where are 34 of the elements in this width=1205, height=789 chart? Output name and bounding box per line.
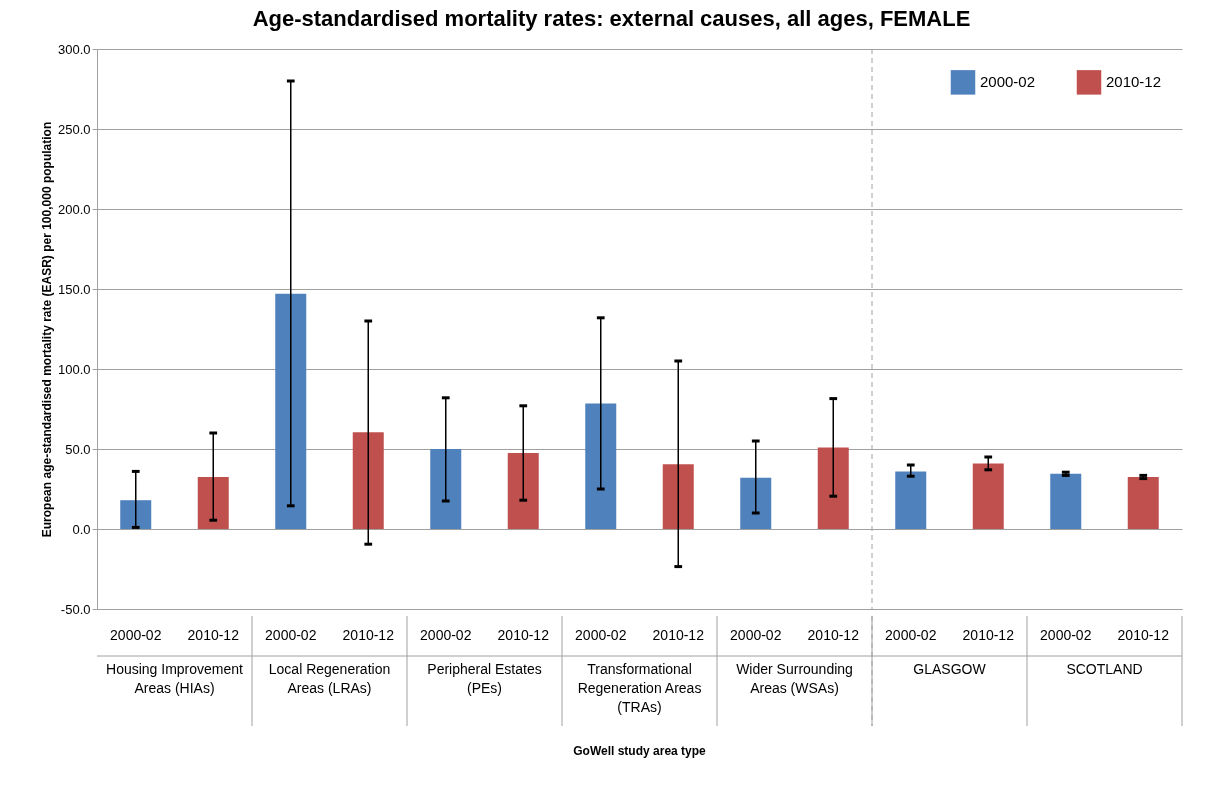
x-axis-title: GoWell study area type <box>573 744 707 758</box>
text: 2010-12 <box>342 627 394 643</box>
text: 2000-02 <box>110 627 162 643</box>
text: 2010-12 <box>187 627 239 643</box>
text: 2010-12 <box>962 627 1014 643</box>
y-tick-label: 150.0 <box>57 281 91 297</box>
y-tick-label: -50.0 <box>60 601 91 617</box>
text: 2000-02 <box>265 627 317 643</box>
text: 2000-02 <box>575 627 627 643</box>
legend-label: 2010-12 <box>1106 73 1162 91</box>
x-tick-label: Local Regeneration Areas (LRAs) <box>268 661 391 696</box>
legend-label: 2000-02 <box>980 73 1036 91</box>
y-tick-label: 50.0 <box>65 441 91 457</box>
chart-title: Age-standardised mortality rates: external causes, all ages, FEMALE <box>252 6 971 31</box>
text: 2010-12 <box>652 627 704 643</box>
y-tick-label: 200.0 <box>57 201 91 217</box>
x-tick-label: Wider Surrounding Areas (WSAs) <box>736 661 853 696</box>
y-axis-title: European age-standardised mortality rate (EASR) per 100,000 population <box>39 121 54 538</box>
x-tick-label: Peripheral Estates (PEs) <box>427 661 542 696</box>
x-tick-label: Housing Improvement Areas (HIAs) <box>106 661 244 696</box>
x-tick-label: SCOTLAND <box>1066 661 1143 677</box>
text: 2010-12 <box>1117 627 1169 643</box>
x-tick-label: GLASGOW <box>913 661 987 677</box>
y-tick-label: 250.0 <box>57 121 91 137</box>
y-tick-label: 100.0 <box>57 361 91 377</box>
x-tick-label: Transformational Regeneration Areas (TRAs) <box>577 661 702 715</box>
text: 2000-02 <box>1040 627 1092 643</box>
text: 2000-02 <box>420 627 472 643</box>
text: 2000-02 <box>730 627 782 643</box>
y-tick-label: 300.0 <box>57 41 91 57</box>
text: 2010-12 <box>497 627 549 643</box>
text: 2010-12 <box>807 627 859 643</box>
y-tick-label: 0.0 <box>72 521 91 537</box>
text: 2000-02 <box>885 627 937 643</box>
